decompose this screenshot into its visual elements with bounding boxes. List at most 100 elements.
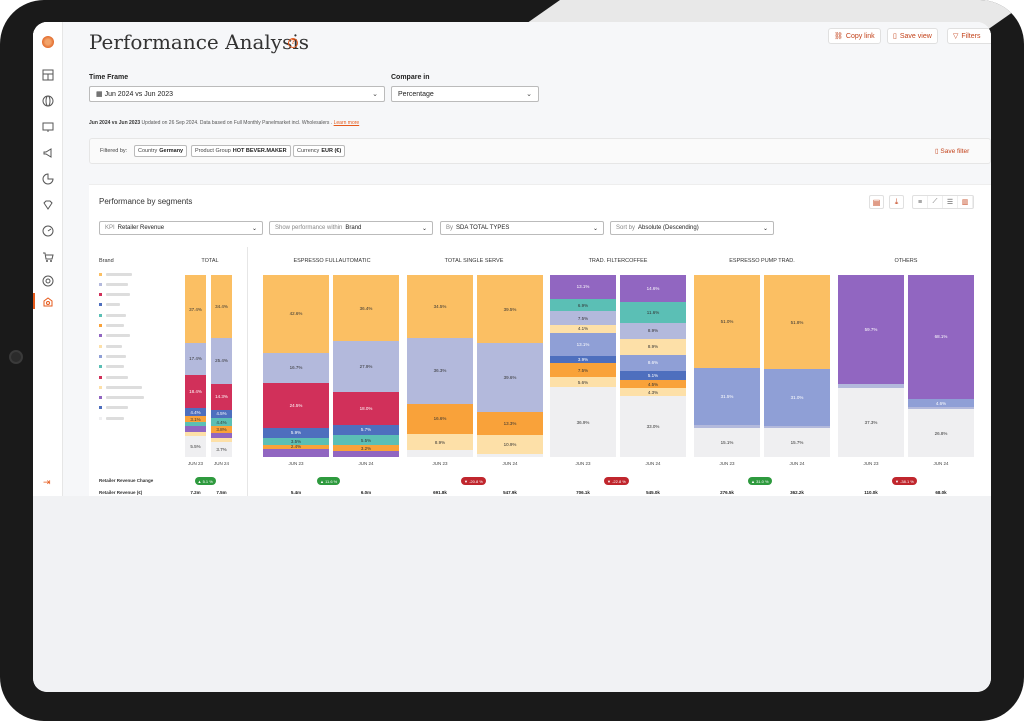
bar-segment[interactable]: 3.9% bbox=[550, 356, 616, 364]
bar-segment[interactable]: 7.5% bbox=[550, 311, 616, 326]
bar-segment[interactable]: 36.4% bbox=[333, 275, 399, 342]
stacked-bar[interactable]: 39.5% 39.6% 13.3% 10.9% bbox=[477, 275, 543, 457]
bar-segment[interactable]: 4.1% bbox=[550, 325, 616, 333]
bar-segment[interactable]: 59.7% bbox=[838, 275, 904, 384]
legend-item[interactable] bbox=[99, 353, 126, 359]
bar-segment[interactable]: 4.4% bbox=[185, 408, 206, 417]
globe-icon[interactable] bbox=[41, 94, 55, 108]
legend-item[interactable] bbox=[99, 271, 132, 277]
stacked-bar[interactable]: 36.4% 27.9% 18.0% 5.7% 5.5% 3.2% bbox=[333, 275, 399, 457]
bar-segment[interactable]: 5.7% bbox=[333, 424, 399, 436]
bar-segment[interactable] bbox=[211, 438, 232, 443]
bar-segment[interactable] bbox=[694, 425, 760, 428]
bar-segment[interactable]: 68.1% bbox=[908, 275, 974, 399]
bar-segment[interactable] bbox=[908, 407, 974, 410]
legend-item[interactable] bbox=[99, 384, 142, 390]
filters-button[interactable]: ▽ Filters bbox=[947, 28, 991, 44]
legend-item[interactable] bbox=[99, 312, 126, 318]
bar-segment[interactable]: 8.9% bbox=[620, 322, 686, 339]
legend-item[interactable] bbox=[99, 302, 120, 308]
legend-item[interactable] bbox=[99, 415, 124, 421]
legend-item[interactable] bbox=[99, 364, 124, 370]
bar-view-icon[interactable]: ▥ bbox=[958, 196, 973, 208]
stacked-bar[interactable]: 68.1% 4.6% 26.8% bbox=[908, 275, 974, 457]
bar-segment[interactable]: 13.1% bbox=[550, 275, 616, 299]
bar-segment[interactable]: 15.1% bbox=[694, 427, 760, 457]
bar-segment[interactable]: 36.9% bbox=[550, 387, 616, 457]
bar-segment[interactable]: 3.8% bbox=[211, 426, 232, 433]
bar-segment[interactable]: 31.5% bbox=[694, 367, 760, 426]
bar-segment[interactable]: 15.7% bbox=[764, 428, 830, 457]
bar-segment[interactable]: 34.5% bbox=[407, 275, 473, 338]
collapse-icon[interactable]: ⇥ bbox=[43, 477, 51, 487]
bar-segment[interactable]: 3.1% bbox=[185, 416, 206, 422]
filter-chip-product-group[interactable]: Product Group HOT BEVER.MAKER bbox=[191, 145, 291, 157]
stacked-bar[interactable]: 59.7% 37.3% bbox=[838, 275, 904, 457]
bar-segment[interactable]: 51.0% bbox=[694, 275, 760, 368]
time-frame-select[interactable]: ▦ Jun 2024 vs Jun 2023 ⌄ bbox=[89, 86, 385, 102]
bar-segment[interactable]: 3.7% bbox=[211, 442, 232, 457]
bar-segment[interactable]: 14.6% bbox=[620, 275, 686, 302]
bar-segment[interactable] bbox=[333, 450, 399, 457]
bar-segment[interactable]: 5.1% bbox=[620, 370, 686, 380]
bar-segment[interactable]: 36.3% bbox=[407, 337, 473, 404]
bar-segment[interactable]: 37.3% bbox=[838, 388, 904, 457]
bar-segment[interactable]: 13.1% bbox=[550, 332, 616, 357]
bar-segment[interactable]: 14.3% bbox=[211, 383, 232, 410]
bar-segment[interactable]: 39.6% bbox=[477, 343, 543, 413]
pie-chart-icon[interactable] bbox=[41, 172, 55, 186]
copy-link-button[interactable]: ⛓ Copy link bbox=[828, 28, 881, 44]
bar-segment[interactable]: 37.4% bbox=[185, 275, 206, 344]
performance-icon[interactable] bbox=[41, 295, 55, 309]
bar-segment[interactable] bbox=[185, 426, 206, 432]
save-filter-button[interactable]: ▯ Save filter bbox=[935, 147, 969, 155]
bar-segment[interactable]: 6.9% bbox=[550, 298, 616, 312]
bar-segment[interactable] bbox=[185, 431, 206, 436]
bar-segment[interactable] bbox=[263, 448, 329, 457]
bar-segment[interactable]: 4.6% bbox=[908, 398, 974, 408]
presentation-icon[interactable] bbox=[41, 120, 55, 134]
sort-select[interactable]: Sort by Absolute (Descending) ⌄ bbox=[610, 221, 774, 235]
bar-segment[interactable] bbox=[838, 383, 904, 389]
filter-chip-country[interactable]: Country Germany bbox=[134, 145, 188, 157]
bar-segment[interactable]: 17.4% bbox=[185, 343, 206, 375]
bar-segment[interactable]: 31.0% bbox=[764, 369, 830, 426]
legend-item[interactable] bbox=[99, 395, 144, 401]
stacked-bar[interactable]: 34.5% 36.3% 16.6% 8.9% bbox=[407, 275, 473, 457]
bar-segment[interactable]: 16.7% bbox=[263, 352, 329, 383]
bar-segment[interactable]: 39.5% bbox=[477, 275, 543, 344]
legend-item[interactable] bbox=[99, 323, 124, 329]
bar-segment[interactable]: 11.6% bbox=[620, 301, 686, 323]
gauge-icon[interactable] bbox=[41, 224, 55, 238]
table-view-icon[interactable]: ≡ bbox=[913, 196, 928, 208]
bar-segment[interactable]: 8.9% bbox=[407, 434, 473, 451]
bar-segment[interactable]: 8.9% bbox=[620, 338, 686, 356]
download-icon[interactable]: ⤓ bbox=[889, 195, 904, 209]
line-view-icon[interactable]: ⟋ bbox=[928, 196, 943, 208]
bar-segment[interactable]: 25.4% bbox=[211, 337, 232, 384]
bar-segment[interactable]: 24.5% bbox=[263, 382, 329, 428]
learn-more-link[interactable]: Learn more bbox=[333, 120, 360, 126]
bar-h-view-icon[interactable]: ☰ bbox=[943, 196, 958, 208]
bar-segment[interactable]: 5.5% bbox=[185, 435, 206, 457]
cart-icon[interactable] bbox=[41, 250, 55, 264]
logo-icon[interactable] bbox=[42, 36, 54, 48]
legend-item[interactable] bbox=[99, 281, 128, 287]
compare-in-select[interactable]: Percentage ⌄ bbox=[391, 86, 539, 102]
bar-segment[interactable]: 5.6% bbox=[550, 377, 616, 388]
bar-segment[interactable]: 5.5% bbox=[333, 435, 399, 446]
legend-item[interactable] bbox=[99, 374, 128, 380]
bar-segment[interactable]: 8.6% bbox=[620, 355, 686, 371]
bar-segment[interactable] bbox=[477, 454, 543, 457]
bar-segment[interactable]: 18.4% bbox=[185, 374, 206, 409]
bar-segment[interactable]: 10.9% bbox=[477, 435, 543, 455]
bar-segment[interactable]: 2.4% bbox=[263, 444, 329, 449]
bar-segment[interactable] bbox=[211, 432, 232, 439]
bar-segment[interactable]: 4.3% bbox=[620, 388, 686, 397]
filter-chip-currency[interactable]: Currency EUR (€) bbox=[293, 145, 346, 157]
bar-segment[interactable]: 42.6% bbox=[263, 275, 329, 353]
bar-segment[interactable]: 27.9% bbox=[333, 341, 399, 392]
stacked-bar[interactable]: 51.0% 31.5% 15.1% bbox=[694, 275, 760, 457]
legend-item[interactable] bbox=[99, 343, 122, 349]
legend-item[interactable] bbox=[99, 333, 130, 339]
